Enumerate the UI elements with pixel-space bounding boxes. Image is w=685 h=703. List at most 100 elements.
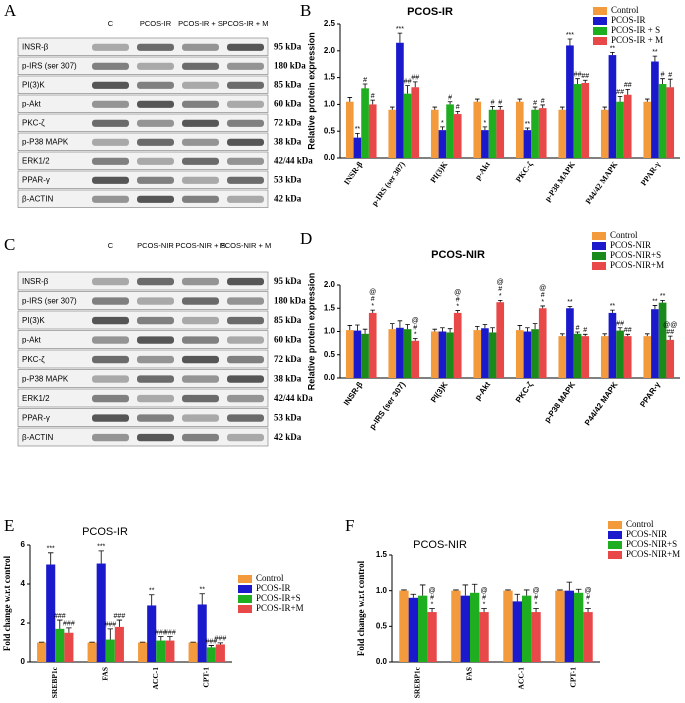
error-bar: [405, 85, 410, 94]
error-bar: [471, 583, 478, 593]
error-bar: [567, 305, 573, 309]
error-bar: [617, 95, 623, 102]
x-tick-label: p-P38 MAPK: [543, 159, 577, 203]
error-bar: [517, 325, 523, 331]
significance-mark: ##: [624, 327, 632, 334]
error-bar: [447, 101, 453, 105]
legend-label: Control: [626, 519, 654, 529]
x-tick-label: PI(3)K: [428, 159, 449, 184]
bar: [430, 109, 439, 158]
error-bar: [116, 619, 123, 627]
error-bar: [401, 589, 407, 591]
significance-mark: ***: [47, 546, 55, 553]
bar: [555, 590, 565, 662]
legend-swatch: [608, 531, 622, 539]
x-tick-label: P44/42 MAPK: [583, 380, 620, 427]
protein-label: PI(3)K: [22, 316, 45, 325]
protein-label: β-ACTIN: [22, 433, 53, 442]
legend-label: PCOS-IR+M: [256, 603, 304, 613]
protein-label: INSR-β: [22, 277, 49, 286]
error-bar: [66, 627, 72, 633]
error-bar: [602, 333, 608, 337]
error-bar: [370, 309, 376, 313]
error-bar: [567, 38, 573, 46]
significance-mark: ##: [666, 329, 674, 336]
y-tick-label: 6: [21, 540, 26, 549]
significance-mark: **: [199, 587, 205, 594]
legend-swatch: [593, 7, 607, 15]
significance-mark: @: [428, 587, 435, 594]
bar: [531, 109, 539, 158]
band: [227, 277, 264, 286]
band: [92, 433, 129, 442]
kda-label: 53 kDa: [274, 175, 302, 185]
band: [137, 277, 174, 286]
band: [92, 100, 129, 108]
bar: [361, 88, 369, 158]
kda-label: 60 kDa: [274, 99, 302, 109]
bar: [403, 93, 412, 158]
protein-label: p-P38 MAPK: [22, 138, 69, 147]
blot-row: [17, 113, 269, 132]
error-bar: [625, 88, 631, 95]
bar: [165, 640, 175, 662]
bar: [473, 330, 482, 378]
error-bar: [497, 299, 503, 303]
significance-mark: ###: [215, 636, 227, 643]
error-bar: [355, 324, 360, 331]
bar: [512, 601, 522, 662]
significance-mark: @: [532, 587, 539, 594]
protein-label: ERK1/2: [22, 394, 50, 403]
significance-mark: ###: [155, 629, 167, 636]
y-axis-label: Fold change w.r.t control: [356, 560, 366, 656]
x-tick-label: SREBP1c: [413, 666, 422, 698]
legend-label: PCOS-IR: [611, 15, 646, 25]
bar: [446, 332, 454, 378]
bar: [427, 612, 437, 662]
legend-label: PCOS-IR + M: [611, 35, 663, 45]
band: [227, 414, 264, 422]
x-tick-label: PI(3)K: [429, 380, 450, 404]
error-bar: [217, 642, 224, 645]
significance-mark: *: [535, 601, 538, 608]
bar: [345, 101, 354, 158]
bar: [114, 626, 124, 662]
band: [227, 375, 264, 383]
legend-swatch: [238, 605, 252, 613]
band: [227, 62, 264, 70]
protein-label: p-P38 MAPK: [22, 374, 69, 383]
band: [92, 81, 129, 89]
x-tick-label: PKC-ζ: [514, 380, 535, 404]
significance-mark: *: [541, 299, 544, 306]
significance-mark: #: [371, 296, 375, 303]
legend-swatch: [592, 232, 606, 240]
bar: [531, 329, 539, 378]
significance-mark: @: [369, 289, 376, 296]
protein-label: PI(3)K: [22, 81, 45, 90]
significance-mark: #: [668, 72, 672, 79]
band: [92, 355, 129, 364]
band: [92, 336, 129, 344]
error-bar: [582, 79, 588, 83]
protein-label: p-IRS (ser 307): [22, 62, 77, 71]
bar: [446, 104, 454, 158]
band: [182, 100, 219, 108]
error-bar: [617, 327, 623, 331]
bar: [651, 61, 659, 158]
bar: [581, 82, 590, 158]
bar: [460, 595, 470, 662]
lane-label: C: [108, 241, 114, 250]
bar: [581, 336, 590, 378]
band: [137, 336, 174, 344]
bar: [438, 130, 447, 158]
error-bar: [660, 299, 665, 303]
significance-mark: ###: [164, 629, 176, 636]
lane-label: PCOS-NIR + S: [175, 241, 225, 250]
x-tick-label: p-P38 MAPK: [542, 380, 577, 424]
x-tick-label: INSR-β: [342, 380, 365, 407]
significance-mark: ***: [566, 32, 574, 39]
error-bar: [505, 589, 511, 591]
bar: [651, 309, 659, 378]
protein-label: PKC-ζ: [22, 119, 45, 128]
kda-label: 72 kDa: [274, 354, 302, 364]
